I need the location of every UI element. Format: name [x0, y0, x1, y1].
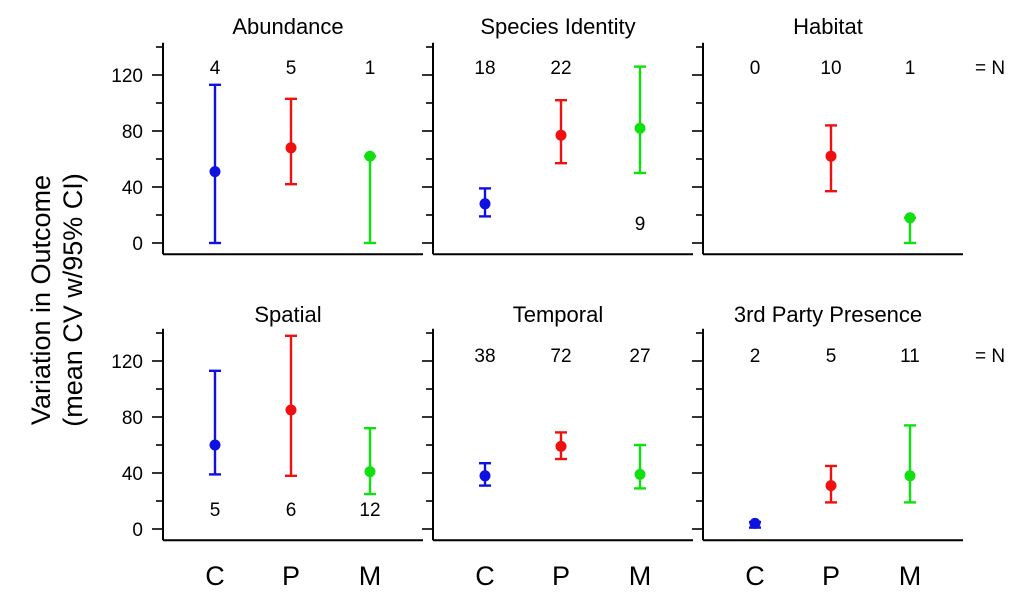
mean-point [479, 198, 491, 210]
panel-title: Spatial [254, 302, 321, 327]
y-tick-label: 0 [132, 234, 143, 255]
panel: Species Identity 18 22 9 [422, 14, 693, 256]
n-label: 4 [210, 58, 221, 79]
mean-point [555, 129, 567, 141]
x-category-label: P [822, 561, 840, 591]
panel: Abundance 0 40 80 120 4 5 1 [111, 14, 423, 256]
x-category-label: M [899, 561, 922, 591]
n-label: 5 [286, 58, 297, 79]
mean-point [825, 150, 837, 162]
y-axis-title-line-2: (mean CV w/95% CI) [58, 173, 88, 427]
n-label: 11 [900, 346, 920, 367]
y-axis-title-line-1: Variation in Outcome [26, 175, 56, 425]
x-category-label: M [359, 561, 382, 591]
n-label: 1 [905, 58, 916, 79]
n-label: 22 [550, 58, 571, 79]
n-label: 5 [210, 500, 221, 521]
y-tick-label: 0 [132, 520, 143, 541]
mean-point [479, 470, 491, 482]
panel: Habitat 0 10 1 = N [692, 14, 1005, 256]
x-category-label: P [282, 561, 300, 591]
panel-title: Abundance [232, 14, 343, 39]
x-category-label: C [745, 561, 765, 591]
n-label: 5 [826, 346, 837, 367]
n-label: 0 [750, 58, 761, 79]
n-label: 18 [474, 58, 495, 79]
x-category-label: P [552, 561, 570, 591]
mean-point [209, 166, 221, 178]
y-tick-label: 120 [111, 66, 143, 87]
y-tick-label: 40 [122, 464, 143, 485]
panel-title: Temporal [513, 302, 603, 327]
mean-point [285, 142, 297, 154]
n-label: 6 [286, 500, 297, 521]
x-category-label: M [629, 561, 652, 591]
mean-point [904, 212, 916, 224]
y-tick-label: 80 [122, 408, 143, 429]
y-tick-label: 80 [122, 122, 143, 143]
mean-point [555, 440, 567, 452]
mean-point [364, 150, 376, 162]
n-label: 12 [359, 500, 380, 521]
n-label: 1 [365, 58, 376, 79]
mean-point [825, 480, 837, 492]
mean-point [904, 470, 916, 482]
n-label: 10 [820, 58, 841, 79]
panel: 3rd Party Presence 2 5 11 = N C P M [692, 302, 1005, 591]
n-note: = N [975, 346, 1005, 367]
n-label: 9 [635, 214, 646, 235]
n-label: 38 [474, 346, 495, 367]
panel-title: 3rd Party Presence [734, 302, 922, 327]
n-label: 72 [550, 346, 571, 367]
n-note: = N [975, 58, 1005, 79]
n-label: 27 [629, 346, 650, 367]
mean-point [634, 468, 646, 480]
x-category-label: C [205, 561, 225, 591]
mean-point [364, 466, 376, 478]
y-tick-label: 120 [111, 352, 143, 373]
panel: Temporal 38 72 27 C P M [422, 302, 693, 591]
mean-point [285, 404, 297, 416]
x-category-label: C [475, 561, 495, 591]
mean-point [749, 517, 761, 529]
mean-point [209, 439, 221, 451]
panel-title: Species Identity [480, 14, 635, 39]
mean-point [634, 122, 646, 134]
panel: Spatial 0 40 80 120 5 6 12 C P M [111, 302, 423, 591]
n-label: 2 [750, 346, 761, 367]
y-tick-label: 40 [122, 178, 143, 199]
panel-title: Habitat [793, 14, 863, 39]
